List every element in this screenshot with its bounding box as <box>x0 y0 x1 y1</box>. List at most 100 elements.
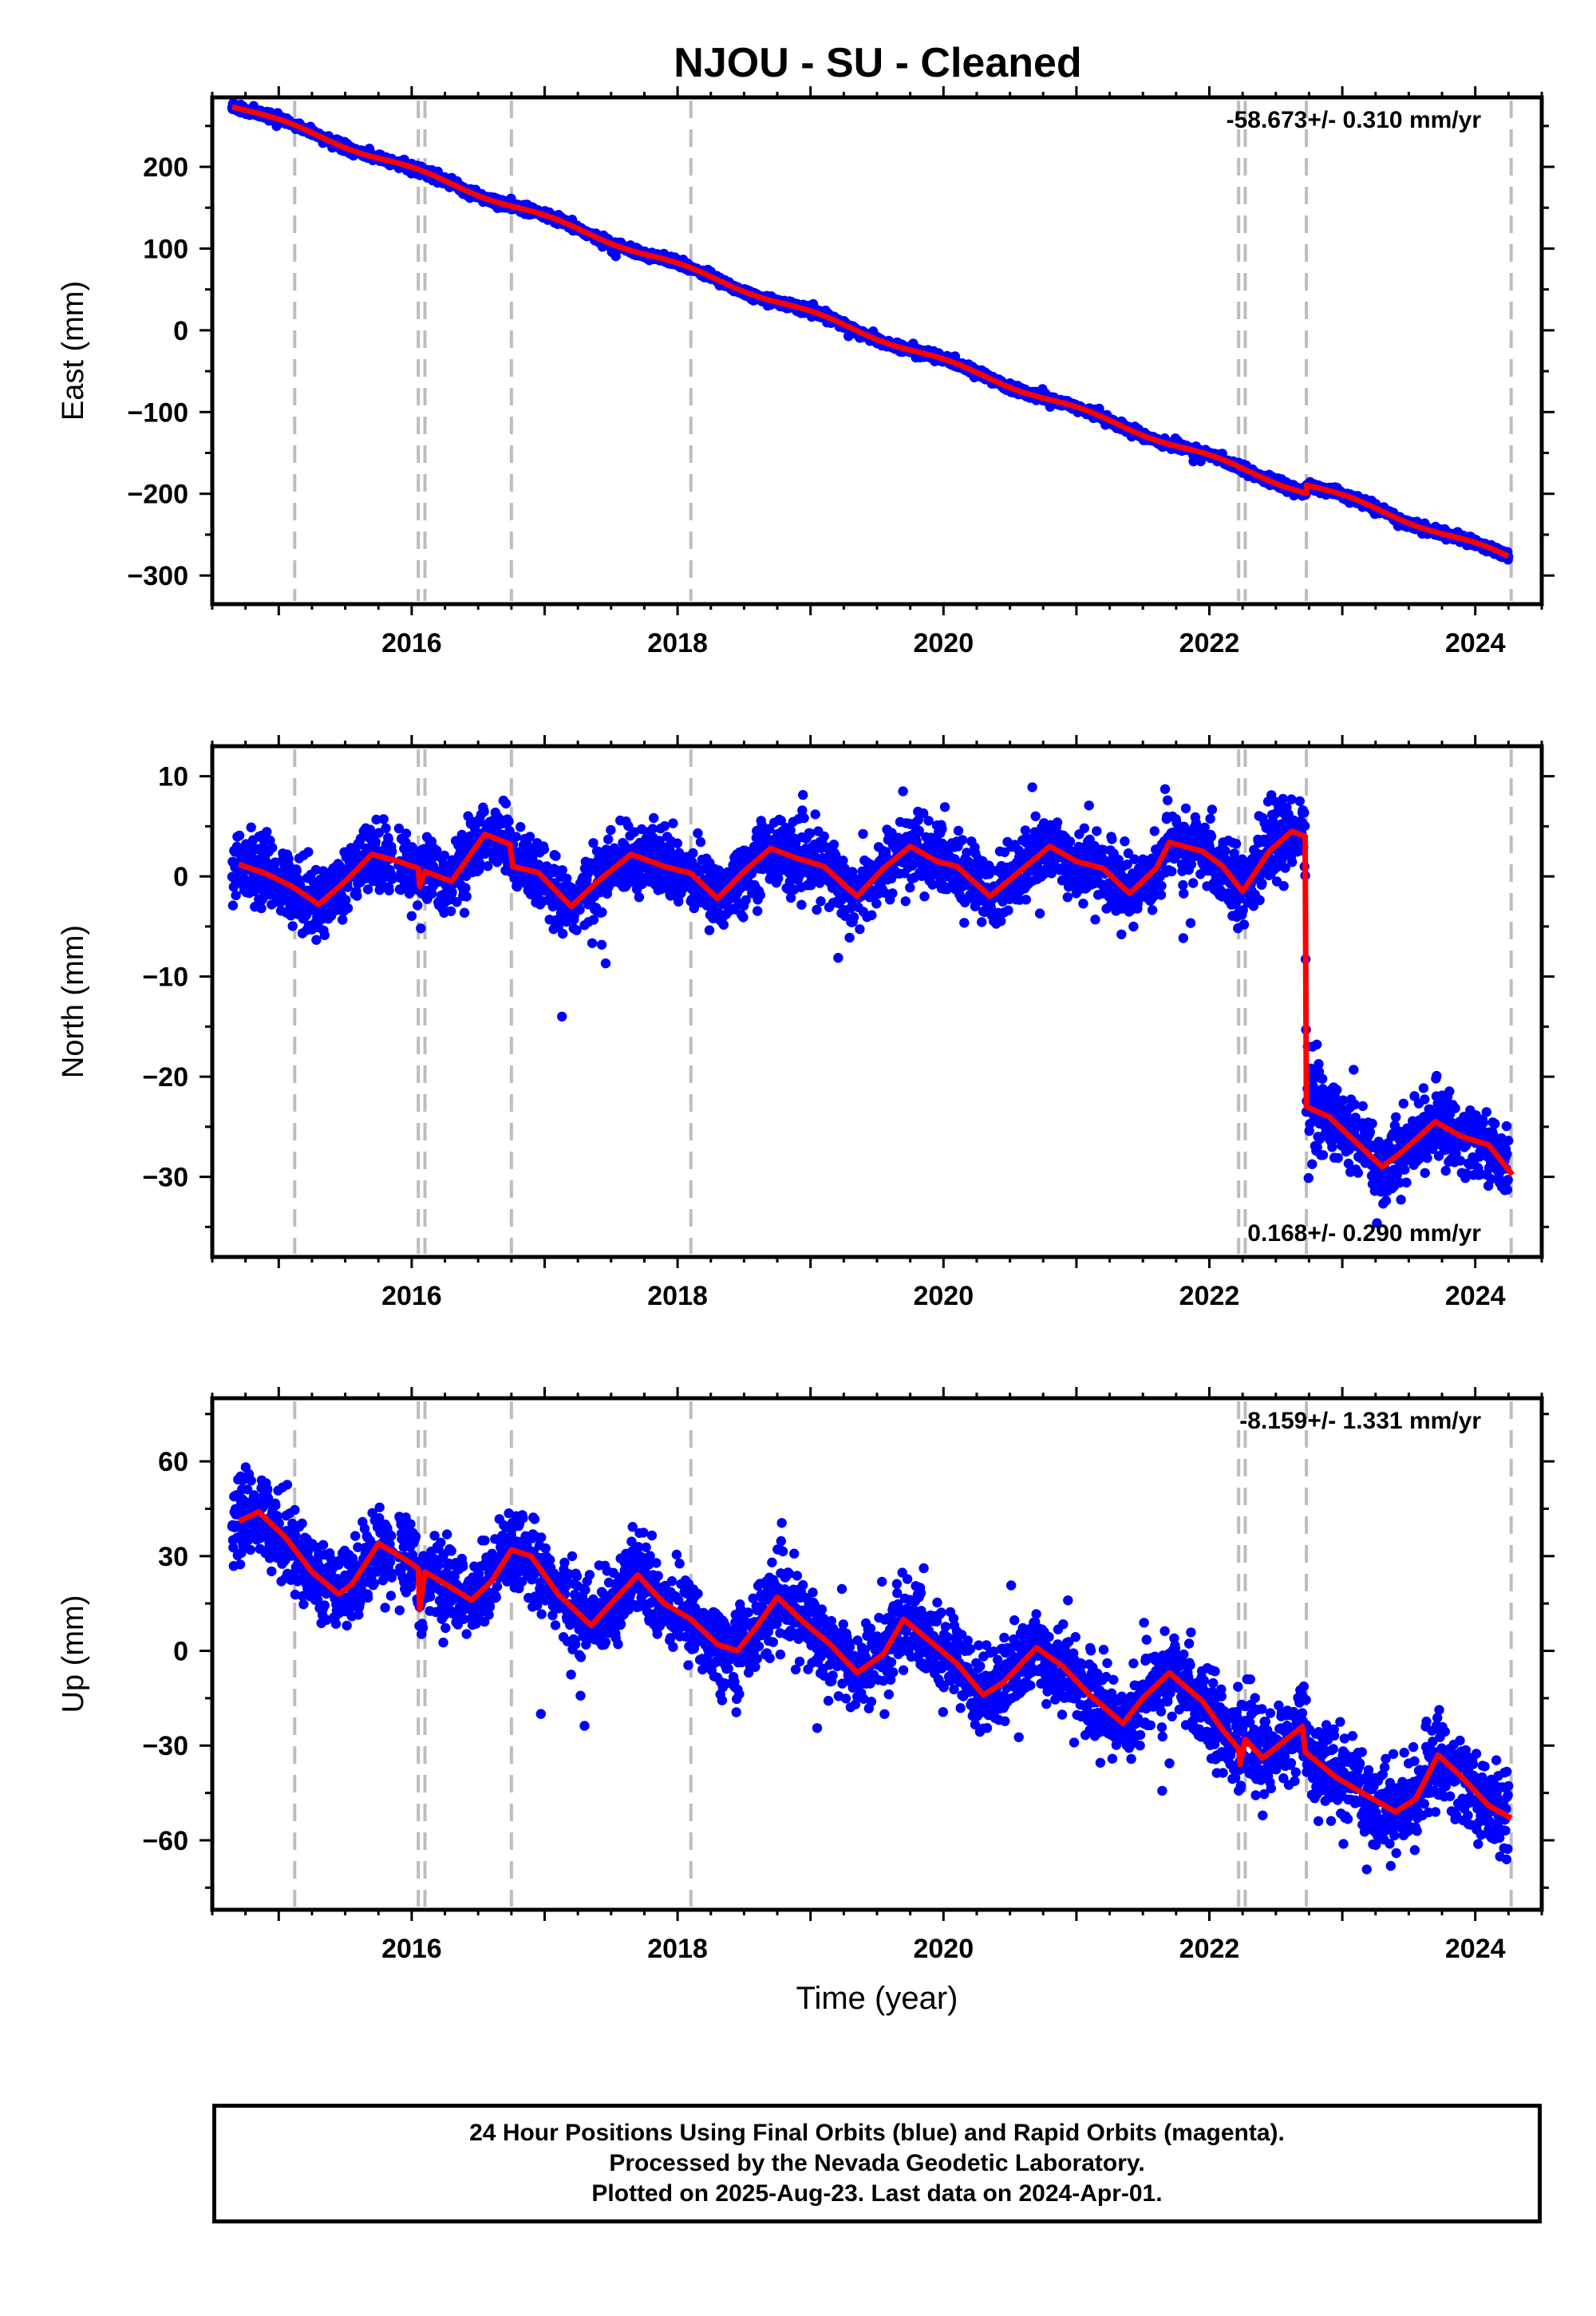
y-tick-label: 200 <box>143 152 188 183</box>
data-point <box>603 834 614 845</box>
data-point <box>387 846 397 857</box>
data-point <box>267 843 278 853</box>
data-point <box>480 848 490 860</box>
data-point <box>551 851 561 861</box>
data-point <box>659 820 670 832</box>
data-point <box>362 884 373 895</box>
data-point <box>352 891 362 901</box>
data-point <box>246 822 256 832</box>
data-point <box>689 903 699 914</box>
data-point <box>596 939 607 951</box>
data-point <box>291 866 302 876</box>
data-point <box>715 899 725 910</box>
y-axis-label: East (mm) <box>57 281 90 421</box>
data-point <box>511 832 521 842</box>
data-point <box>416 923 426 934</box>
data-point <box>668 818 678 828</box>
velocity-annotation: -58.673+/- 0.310 mm/yr <box>1227 107 1482 133</box>
data-point <box>674 896 684 907</box>
figure-title: NJOU - SU - Cleaned <box>674 40 1081 86</box>
x-tick-label: 2024 <box>1445 628 1506 658</box>
data-point <box>378 814 389 824</box>
data-point <box>227 900 239 911</box>
data-point <box>341 895 351 905</box>
data-point <box>287 921 298 931</box>
data-point <box>393 823 405 834</box>
data-point <box>406 911 417 922</box>
data-point <box>610 251 621 262</box>
x-tick-label: 2020 <box>913 628 974 658</box>
data-point <box>262 827 272 837</box>
data-point <box>500 798 512 809</box>
data-point <box>524 832 535 842</box>
east-panel: −300 −200 −100 0 100 200 2016 2018 2020 2022 2024 E… <box>57 86 1555 658</box>
data-point <box>381 823 391 834</box>
data-point <box>445 906 456 917</box>
y-tick-label: −100 <box>127 397 188 428</box>
data-point <box>311 935 322 945</box>
data-point <box>370 836 381 848</box>
x-tick-label: 2018 <box>647 628 708 658</box>
data-point <box>718 919 729 931</box>
data-point <box>606 824 616 836</box>
data-point <box>571 925 582 935</box>
y-tick-label: 0 <box>173 316 188 346</box>
data-point <box>588 838 598 848</box>
data-point <box>413 900 423 911</box>
data-point <box>303 847 314 857</box>
x-tick-label: 2022 <box>1179 628 1240 658</box>
data-point <box>597 907 607 918</box>
data-point <box>674 848 685 858</box>
data-point <box>342 903 354 914</box>
data-point <box>452 897 462 907</box>
data-point <box>516 822 526 832</box>
data-point <box>239 874 250 884</box>
data-point <box>504 816 514 827</box>
data-point <box>649 812 659 824</box>
data-point <box>447 887 457 897</box>
data-point <box>688 848 698 859</box>
data-point <box>557 1011 567 1022</box>
data-point <box>231 890 241 901</box>
data-point <box>283 854 294 864</box>
y-tick-label: −300 <box>127 561 188 591</box>
data-points <box>227 782 1514 1228</box>
data-point <box>401 828 412 839</box>
data-point <box>539 844 550 855</box>
model-line <box>231 104 1511 559</box>
data-point <box>256 903 267 914</box>
data-point <box>647 824 658 834</box>
data-point <box>439 850 450 861</box>
y-tick-label: −200 <box>127 480 188 510</box>
data-point <box>704 925 715 935</box>
data-point <box>427 888 437 899</box>
data-point <box>338 915 348 925</box>
data-point <box>695 836 706 848</box>
data-point <box>558 928 568 939</box>
data-point <box>600 958 611 969</box>
data-point <box>310 864 322 875</box>
data-point <box>373 828 384 838</box>
data-point <box>575 904 585 915</box>
data-point <box>634 892 645 903</box>
data-point <box>383 834 393 844</box>
data-point <box>483 861 493 871</box>
data-point <box>588 915 599 925</box>
data-point <box>693 828 703 839</box>
data-point <box>587 938 598 949</box>
data-point <box>461 891 472 902</box>
data-point <box>234 830 245 841</box>
data-point <box>474 857 484 868</box>
data-point <box>460 883 471 893</box>
x-tick-label: 2016 <box>381 628 442 658</box>
data-point <box>474 864 484 875</box>
data-point <box>557 865 567 875</box>
data-point <box>479 806 489 817</box>
y-tick-label: 100 <box>143 234 188 264</box>
data-point <box>672 838 682 848</box>
data-point <box>475 816 485 827</box>
data-point <box>319 930 330 941</box>
data-point <box>432 845 442 856</box>
